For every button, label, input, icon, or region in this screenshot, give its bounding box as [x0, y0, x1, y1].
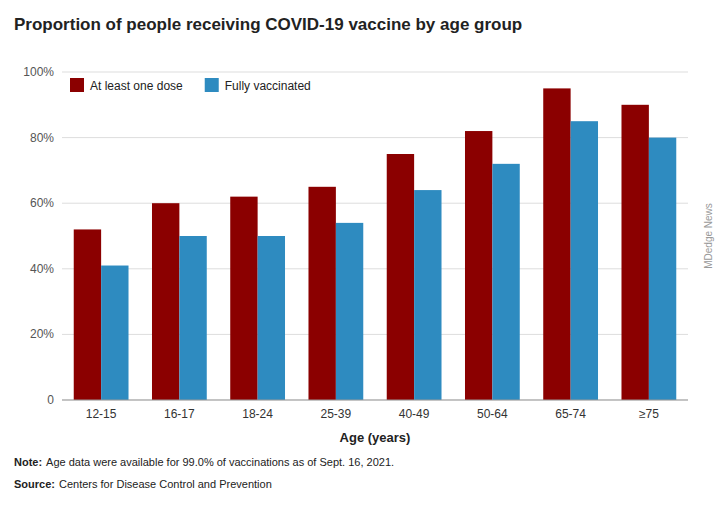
bar	[414, 190, 441, 400]
legend-swatch	[205, 78, 219, 92]
x-tick-label: 18-24	[242, 407, 273, 421]
bar	[387, 154, 414, 400]
bar	[74, 229, 101, 400]
x-tick-label: 65-74	[555, 407, 586, 421]
bar	[152, 203, 179, 400]
bar	[492, 164, 519, 400]
note-label: Note:	[14, 456, 42, 468]
bar	[649, 138, 676, 400]
bar	[571, 121, 598, 400]
bar	[258, 236, 285, 400]
bar	[101, 266, 128, 400]
y-tick-label: 40%	[30, 262, 54, 276]
x-tick-label: 16-17	[164, 407, 195, 421]
bar	[465, 131, 492, 400]
y-tick-label: 60%	[30, 196, 54, 210]
x-axis-label: Age (years)	[340, 430, 411, 445]
legend-label: Fully vaccinated	[225, 79, 311, 93]
bar	[179, 236, 206, 400]
note: Note: Age data were available for 99.0% o…	[14, 456, 394, 468]
x-tick-label: 50-64	[477, 407, 508, 421]
note: Source: Centers for Disease Control and P…	[14, 478, 272, 490]
y-tick-label: 100%	[23, 65, 54, 79]
x-tick-label: 40-49	[399, 407, 430, 421]
grid-line	[62, 400, 688, 401]
watermark: MDedge News	[703, 203, 714, 269]
bar	[543, 88, 570, 400]
bar	[336, 223, 363, 400]
bar	[621, 105, 648, 400]
chart: Proportion of people receiving COVID-19 …	[0, 0, 720, 528]
bar	[308, 187, 335, 400]
x-axis	[62, 400, 688, 401]
x-tick-label: 12-15	[86, 407, 117, 421]
x-tick-label: ≥75	[639, 407, 659, 421]
y-tick-label: 0	[47, 393, 54, 407]
bars	[74, 88, 677, 400]
grid-line	[62, 72, 688, 73]
legend-swatch	[70, 78, 84, 92]
bar	[230, 197, 257, 400]
title: Proportion of people receiving COVID-19 …	[14, 15, 522, 34]
grid	[62, 72, 688, 400]
note-text: Age data were available for 99.0% of vac…	[46, 456, 394, 468]
y-tick-label: 80%	[30, 131, 54, 145]
x-tick-label: 25-39	[321, 407, 352, 421]
legend-label: At least one dose	[90, 79, 183, 93]
note-label: Source:	[14, 478, 55, 490]
note-text: Centers for Disease Control and Preventi…	[59, 478, 272, 490]
legend: At least one dose Fully vaccinated	[70, 78, 311, 93]
y-tick-label: 20%	[30, 327, 54, 341]
